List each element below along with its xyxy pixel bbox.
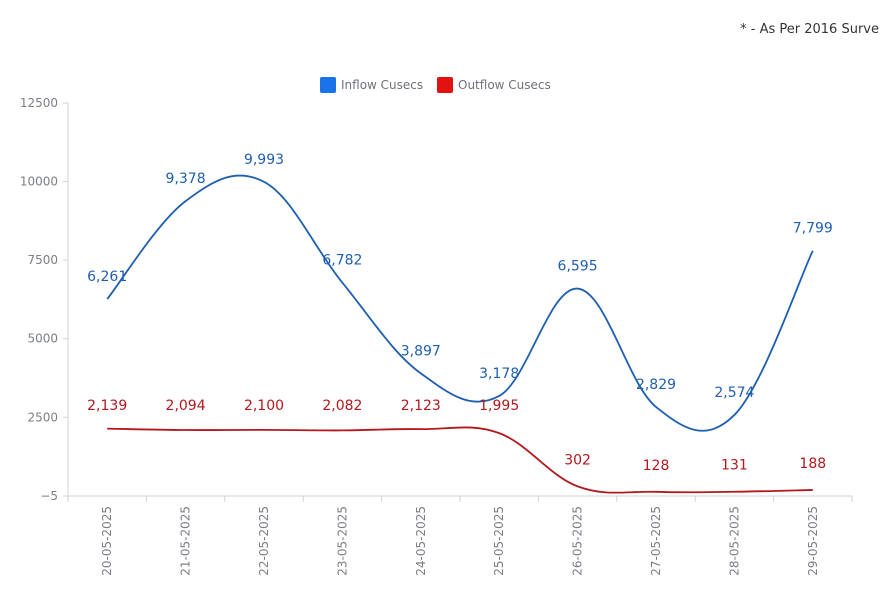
legend-swatch [437,77,453,93]
outflow-data-label: 2,082 [322,398,362,414]
legend-item-outflow[interactable]: Outflow Cusecs [437,77,551,93]
outflow-data-label: 2,123 [401,398,441,414]
outflow-data-label: 128 [643,458,670,474]
inflow-data-label: 9,378 [166,171,206,187]
inflow-data-label: 6,595 [558,259,598,275]
chart-series [106,174,814,494]
survey-note: * - As Per 2016 Surve [740,22,879,37]
legend-swatch [320,77,336,93]
inflow-data-label: 9,993 [244,152,284,168]
y-tick-label: 12500 [20,96,58,110]
x-tick-label: 26-05-2025 [571,506,585,576]
chart-axes [67,103,852,497]
outflow-data-label: 188 [799,456,826,472]
outflow-data-label: 2,139 [87,398,127,414]
inflow-data-label: 3,897 [401,343,441,359]
x-tick-label: 23-05-2025 [335,506,349,576]
chart-legend[interactable]: Inflow Cusecs Outflow Cusecs [320,77,551,93]
inflow-data-label: 3,178 [479,366,519,382]
y-tick-label: 5000 [27,332,58,346]
x-tick-label: 24-05-2025 [414,506,428,576]
inflow-data-label: 6,782 [322,253,362,269]
x-tick-label: 29-05-2025 [806,506,820,576]
data-labels: 6,261 9,378 9,993 6,782 3,897 3,178 6,595 2,829… [87,152,833,474]
legend-label: Inflow Cusecs [341,78,423,92]
x-tick-label: 27-05-2025 [649,506,663,576]
legend-item-inflow[interactable]: Inflow Cusecs [320,77,423,93]
y-tick-label: −5 [40,489,58,503]
x-tick-label: 22-05-2025 [257,506,271,576]
inflow-data-label: 2,829 [636,377,676,393]
outflow-data-label: 2,094 [166,398,206,414]
outflow-data-label: 131 [721,458,748,474]
y-tick-label: 7500 [27,253,58,267]
x-tick-label: 21-05-2025 [179,506,193,576]
inflow-line [106,174,814,432]
x-axis-ticks: 20-05-2025 21-05-2025 22-05-2025 23-05-2025… [67,496,853,576]
x-tick-label: 20-05-2025 [100,506,114,576]
y-axis-ticks: −5 2500 5000 7500 10000 12500 [20,96,68,503]
outflow-data-label: 1,995 [479,398,519,414]
inflow-data-label: 7,799 [793,221,833,237]
inflow-data-label: 2,574 [714,385,754,401]
inflow-data-label: 6,261 [87,269,127,285]
outflow-data-label: 2,100 [244,398,284,414]
x-tick-label: 28-05-2025 [727,506,741,576]
outflow-line [107,426,813,494]
y-tick-label: 10000 [20,175,58,189]
x-tick-label: 25-05-2025 [492,506,506,576]
legend-label: Outflow Cusecs [458,78,551,92]
y-tick-label: 2500 [27,410,58,424]
outflow-data-label: 302 [564,452,591,468]
